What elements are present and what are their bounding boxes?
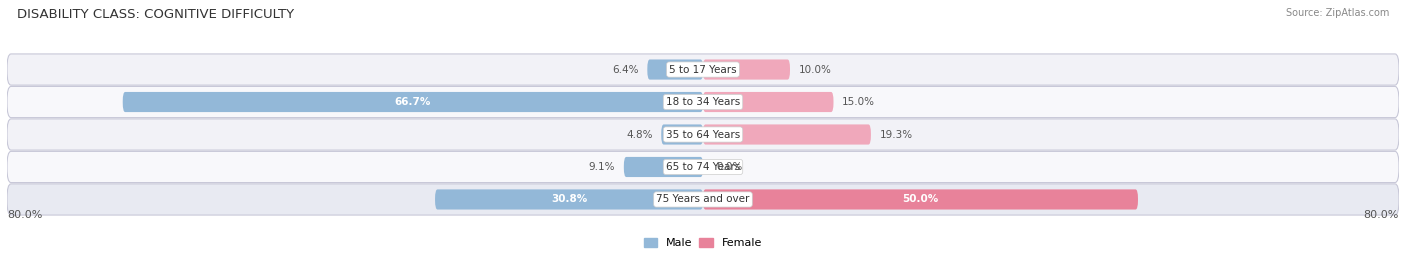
FancyBboxPatch shape [703, 125, 870, 144]
FancyBboxPatch shape [7, 151, 1399, 183]
Text: 80.0%: 80.0% [1364, 210, 1399, 220]
Text: 35 to 64 Years: 35 to 64 Years [666, 129, 740, 140]
Text: 9.1%: 9.1% [589, 162, 616, 172]
FancyBboxPatch shape [661, 125, 703, 144]
Text: 5 to 17 Years: 5 to 17 Years [669, 65, 737, 75]
FancyBboxPatch shape [7, 119, 1399, 150]
Text: Source: ZipAtlas.com: Source: ZipAtlas.com [1285, 8, 1389, 18]
FancyBboxPatch shape [7, 54, 1399, 85]
Text: 4.8%: 4.8% [626, 129, 652, 140]
Text: 18 to 34 Years: 18 to 34 Years [666, 97, 740, 107]
FancyBboxPatch shape [703, 59, 790, 80]
Text: 15.0%: 15.0% [842, 97, 875, 107]
Text: DISABILITY CLASS: COGNITIVE DIFFICULTY: DISABILITY CLASS: COGNITIVE DIFFICULTY [17, 8, 294, 21]
FancyBboxPatch shape [7, 86, 1399, 118]
Text: 66.7%: 66.7% [395, 97, 432, 107]
FancyBboxPatch shape [624, 157, 703, 177]
Text: 30.8%: 30.8% [551, 194, 588, 204]
Legend: Male, Female: Male, Female [640, 233, 766, 253]
Text: 6.4%: 6.4% [612, 65, 638, 75]
Text: 65 to 74 Years: 65 to 74 Years [666, 162, 740, 172]
Text: 10.0%: 10.0% [799, 65, 831, 75]
FancyBboxPatch shape [703, 92, 834, 112]
Text: 0.0%: 0.0% [716, 162, 742, 172]
FancyBboxPatch shape [122, 92, 703, 112]
Text: 75 Years and over: 75 Years and over [657, 194, 749, 204]
FancyBboxPatch shape [647, 59, 703, 80]
Text: 80.0%: 80.0% [7, 210, 42, 220]
FancyBboxPatch shape [7, 184, 1399, 215]
FancyBboxPatch shape [434, 189, 703, 210]
Text: 19.3%: 19.3% [880, 129, 912, 140]
Text: 50.0%: 50.0% [903, 194, 939, 204]
FancyBboxPatch shape [703, 189, 1137, 210]
